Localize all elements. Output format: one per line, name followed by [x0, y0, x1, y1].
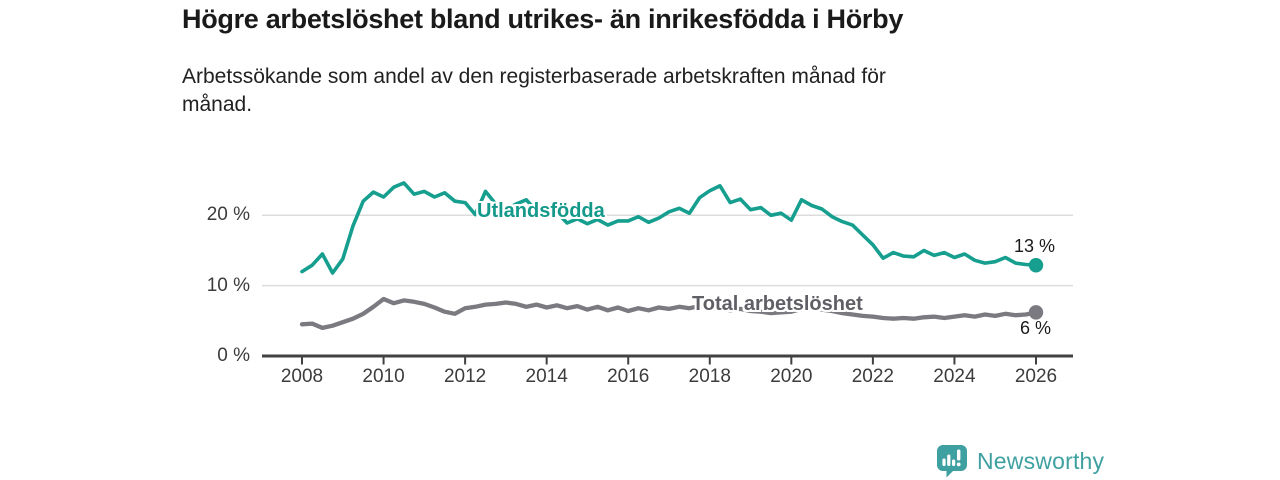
newsworthy-logo[interactable]: Newsworthy [936, 444, 1104, 478]
series-end-dot-total-arbetsloshet [1028, 305, 1044, 320]
end-value-label-utlandsfodda: 13 % [1014, 236, 1056, 256]
series-label-total-arbetsloshet: Total arbetslöshet [692, 293, 863, 315]
x-axis-tick-label: 2010 [362, 366, 405, 387]
x-axis-tick-label: 2026 [1014, 366, 1058, 387]
y-axis-tick-label: 0 % [217, 345, 250, 366]
x-axis-tick-label: 2018 [688, 366, 731, 387]
newsworthy-logo-text: Newsworthy [977, 447, 1105, 474]
series-line-utlandsfodda [300, 181, 1038, 275]
series-label-utlandsfodda: Utlandsfödda [477, 200, 605, 222]
x-axis-tick-label: 2022 [851, 366, 895, 387]
x-axis-tick-label: 2012 [443, 366, 487, 387]
page-title: Högre arbetslöshet bland utrikes- än inr… [182, 4, 904, 34]
x-axis-tick-label: 2016 [607, 366, 650, 387]
x-axis-tick-label: 2014 [525, 366, 568, 387]
series-end-dot-utlandsfodda [1028, 258, 1044, 273]
series-line-total-arbetsloshet [299, 296, 1039, 331]
x-axis-tick-label: 2020 [770, 366, 813, 387]
x-axis-tick-label: 2024 [933, 366, 976, 387]
y-axis-tick-label: 20 % [206, 204, 250, 226]
end-value-label-total: 6 % [1020, 318, 1052, 338]
newsworthy-chart-bubble-icon [937, 445, 967, 478]
page-subtitle: Arbetssökande som andel av den registerb… [182, 65, 886, 116]
y-axis-tick-label: 10 % [206, 274, 250, 296]
x-axis-tick-label: 2008 [280, 366, 324, 387]
